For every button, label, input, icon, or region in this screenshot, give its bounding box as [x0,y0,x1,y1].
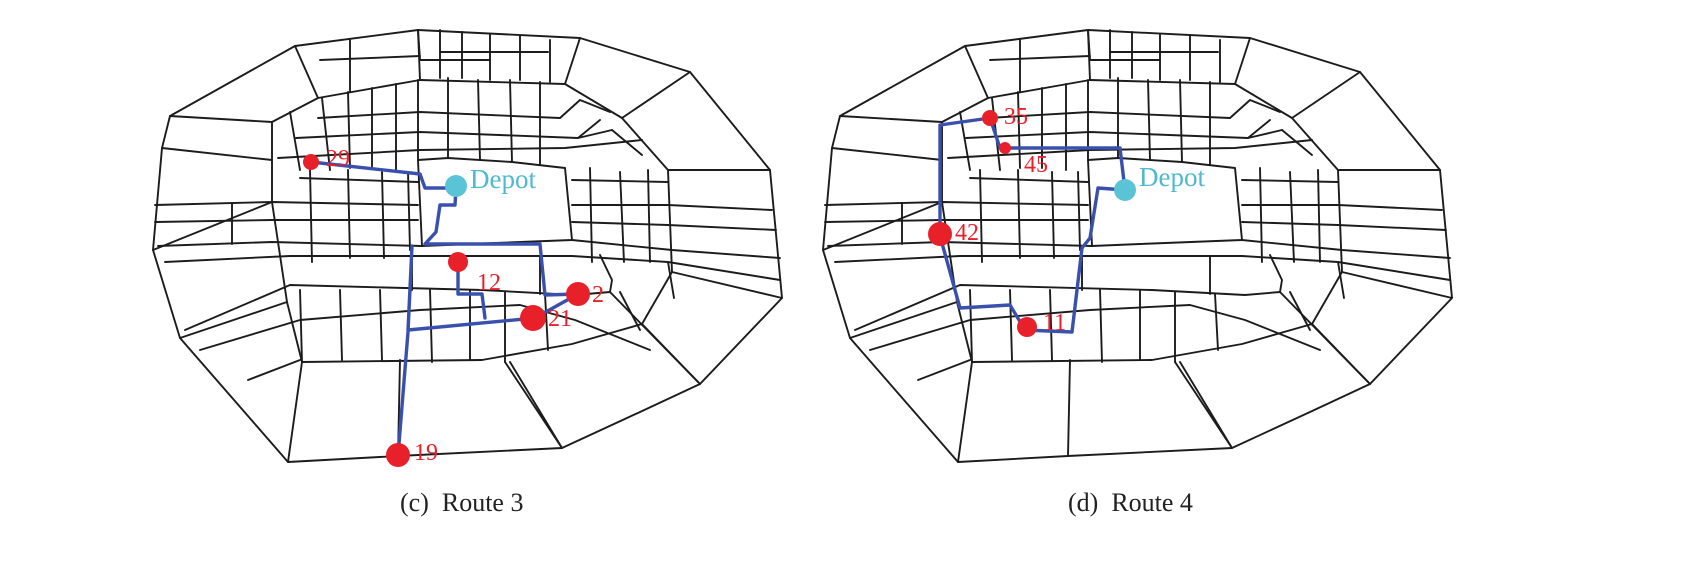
road-network-d [823,30,1452,462]
depot-marker-d [1114,179,1136,201]
stop-12-marker [448,252,468,272]
stop-2-marker [566,282,590,306]
depot-label-c: Depot [470,164,536,194]
stop-label-42: 42 [955,220,979,246]
stop-42-marker [928,222,952,246]
stop-label-19: 19 [414,440,438,466]
stop-label-12: 12 [477,270,501,296]
stop-19-marker [386,443,410,467]
stop-label-29: 29 [326,146,350,172]
stop-11-marker [1017,317,1037,337]
caption-route-3: (c) Route 3 [400,488,523,518]
stop-label-45: 45 [1024,152,1048,178]
stop-label-21: 21 [548,306,572,332]
stop-label-2: 2 [592,282,604,308]
stop-35-marker [982,110,998,126]
stop-45-marker [999,142,1011,154]
stop-29-marker [303,154,319,170]
stop-label-35: 35 [1004,104,1028,130]
caption-route-4: (d) Route 4 [1068,488,1193,518]
depot-marker-c [445,175,467,197]
depot-label-d: Depot [1139,162,1205,192]
stop-21-marker [520,305,546,331]
stop-label-11: 11 [1043,310,1066,336]
road-network-c [153,30,782,462]
